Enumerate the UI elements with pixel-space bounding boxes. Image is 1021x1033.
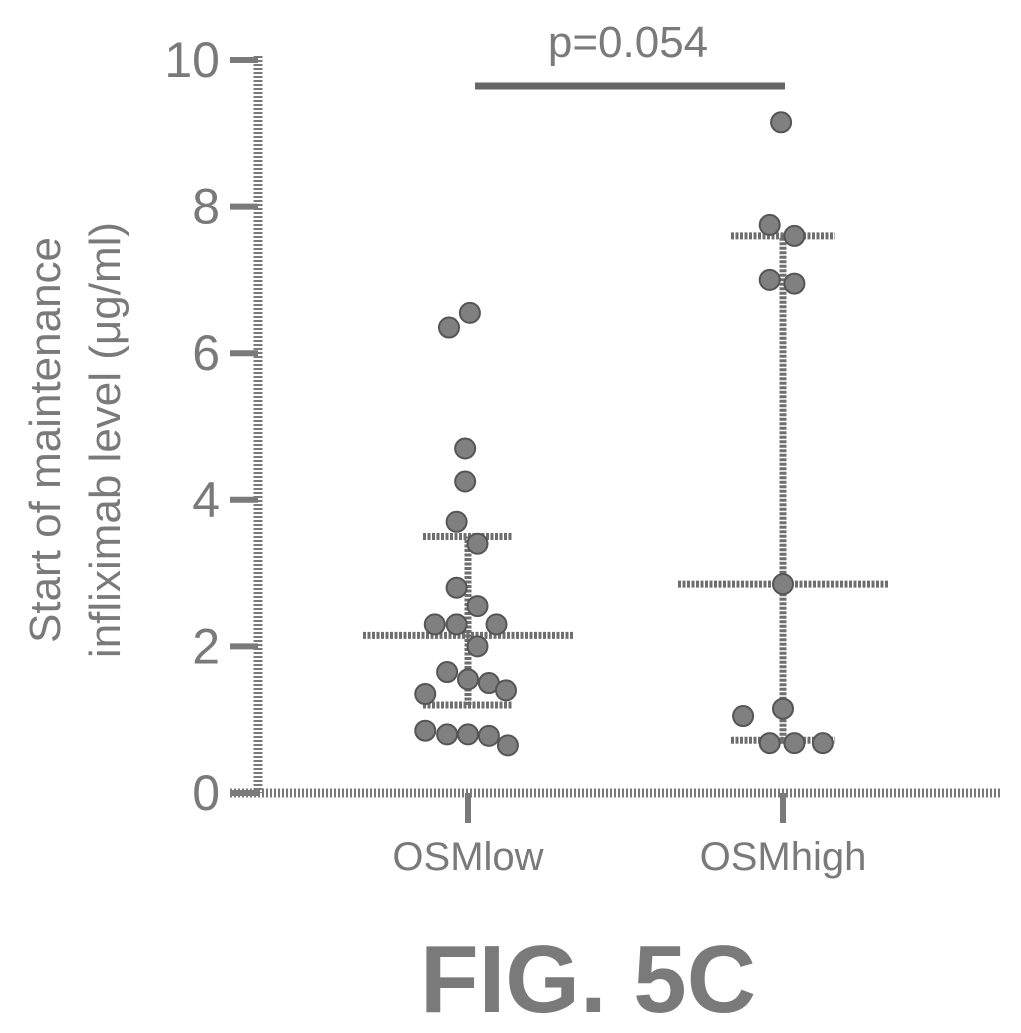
labels: Start of maintenance infliximab level (μ… [21, 18, 756, 1033]
data-point-OSMlow-13 [457, 668, 479, 691]
p-value-annotation: p=0.054 [548, 18, 708, 67]
data-point-OSMhigh-7 [772, 697, 794, 720]
y-axis-label-line1: Start of maintenance [21, 237, 70, 643]
data-point-OSMhigh-5 [772, 573, 794, 596]
y-tick-label-6: 6 [192, 325, 220, 381]
data-point-OSMhigh-3 [758, 268, 781, 291]
data-point-OSMlow-8 [423, 613, 446, 636]
data-point-OSMlow-12 [436, 661, 459, 684]
data-point-OSMlow-16 [495, 679, 517, 702]
data-point-OSMlow-20 [477, 724, 500, 747]
y-tick-label-4: 4 [192, 472, 220, 528]
data-point-OSMlow-19 [457, 723, 479, 746]
data-point-OSMhigh-10 [811, 732, 834, 755]
data-point-OSMlow-7 [466, 595, 489, 618]
y-tick-label-0: 0 [192, 765, 220, 821]
data-point-OSMhigh-4 [783, 272, 806, 295]
data-point-OSMlow-10 [485, 613, 508, 636]
data-point-OSMhigh-9 [783, 732, 806, 755]
data-point-OSMlow-11 [466, 635, 489, 658]
data-point-OSMlow-9 [445, 613, 468, 636]
data-point-OSMlow-0 [438, 316, 460, 339]
data-point-OSMhigh-0 [770, 111, 793, 134]
data-point-OSMlow-3 [454, 470, 477, 493]
data-point-OSMlow-17 [414, 719, 437, 742]
axes: 0 2 4 6 8 10 OSMlow OSMhigh [164, 32, 1000, 879]
y-axis-label-line2: infliximab level (μg/ml) [81, 222, 130, 658]
data-point-OSMlow-5 [466, 532, 489, 555]
data-point-OSMhigh-6 [732, 705, 755, 728]
x-tick-label-OSMlow: OSMlow [392, 835, 543, 879]
figure-label: FIG. 5C [420, 926, 756, 1033]
data-point-OSMlow-18 [436, 723, 459, 746]
data-point-OSMlow-1 [458, 301, 481, 324]
data-point-OSMlow-21 [496, 734, 519, 757]
data-points [414, 111, 834, 757]
y-tick-label-10: 10 [164, 32, 220, 88]
y-tick-label-2: 2 [192, 618, 220, 674]
data-point-OSMlow-15 [414, 683, 437, 706]
data-point-OSMlow-4 [445, 510, 468, 533]
data-point-OSMhigh-1 [758, 213, 781, 236]
y-tick-label-8: 8 [192, 179, 220, 235]
x-tick-label-OSMhigh: OSMhigh [700, 835, 867, 879]
data-point-OSMlow-2 [454, 437, 477, 460]
data-point-OSMhigh-2 [783, 224, 806, 247]
data-point-OSMhigh-8 [758, 732, 781, 755]
data-point-OSMlow-6 [445, 576, 468, 599]
